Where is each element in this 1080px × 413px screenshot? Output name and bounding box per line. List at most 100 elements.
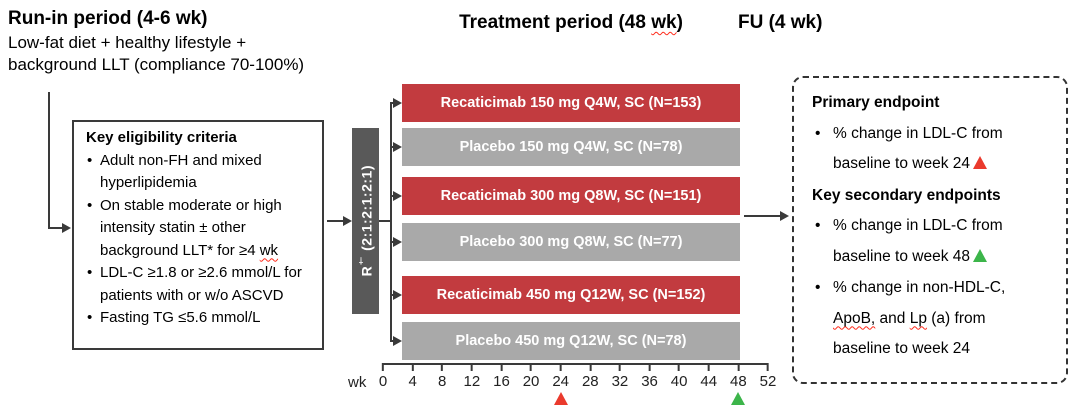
tick-mark [441,363,444,371]
tick-label: 8 [438,373,447,390]
tick-label: 24 [552,373,570,390]
tick-label: 36 [641,373,658,390]
week-axis: wk 0 4 8 12 16 20 24 28 32 36 40 44 48 5… [348,363,776,411]
arm-recaticimab-150-q4w: Recaticimab 150 mg Q4W, SC (N=153) [402,84,740,122]
week-axis-unit: wk [348,374,367,391]
arrow-right-icon [393,191,402,201]
tick-label: 4 [408,373,417,390]
randomization-to-trunk-line [379,220,391,222]
primary-endpoint-text: % change in LDL-C from baseline to week … [833,124,1003,173]
secondary-endpoints-title: Key secondary endpoints [812,186,1001,204]
secondary-endpoint-text: and [875,309,910,327]
week-tick: 8 [438,363,446,390]
tick-mark [707,363,710,371]
eligibility-item-text: Adult non-FH and mixed hyperlipidemia [100,151,262,192]
randomization-ratio: (2:1:2:1:2:1) [358,165,375,256]
primary-endpoint-list: % change in LDL-C from baseline to week … [812,119,1024,181]
eligibility-list: Adult non-FH and mixed hyperlipidemia On… [86,150,304,330]
randomization-label: R† (2:1:2:1:2:1) [356,165,375,276]
tick-label: 32 [611,373,629,390]
tick-label: 40 [670,373,688,390]
week-tick: 0 [379,363,387,390]
week-tick: 44 [700,363,717,390]
week-tick: 4 [408,363,417,390]
arms-to-endpoints-line [744,215,782,217]
randomization-r: R [358,266,375,277]
arm-recaticimab-300-q8w: Recaticimab 300 mg Q8W, SC (N=151) [402,177,740,215]
week-tick: 48 [730,363,747,390]
tick-mark [678,363,681,371]
week-tick: 36 [641,363,658,390]
run-in-description-line1: Low-fat diet + healthy lifestyle + [8,33,247,52]
week-tick: 28 [582,363,599,390]
week-24-red-triangle-icon [553,392,568,405]
eligibility-squiggled-word: wk [259,241,279,259]
arm-placebo-300-q8w: Placebo 300 mg Q8W, SC (N=77) [402,223,740,261]
branch-line [390,195,395,197]
week-tick: 24 [552,363,569,390]
treatment-period-title: Treatment period (48 wk) [402,12,740,34]
branch-line [390,294,395,296]
arm-recaticimab-450-q12w: Recaticimab 450 mg Q12W, SC (N=152) [402,276,740,314]
tick-label: 48 [730,373,747,390]
squiggled-word: ApoB, [833,309,876,327]
eligibility-title: Key eligibility criteria [86,129,237,146]
eligibility-item-text: Fasting TG ≤5.6 mmol/L [100,309,261,326]
tick-mark [648,363,651,371]
tick-label: 12 [463,373,481,390]
arm-placebo-150-q4w: Placebo 150 mg Q4W, SC (N=78) [402,128,740,166]
primary-endpoint-title: Primary endpoint [812,94,940,111]
primary-endpoint-item: % change in LDL-C from baseline to week … [812,119,1024,181]
tick-label: 52 [759,373,777,390]
red-triangle-icon [973,150,988,181]
secondary-endpoint-item: % change in non-HDL-C, ApoB, and Lp (a) … [812,273,1024,365]
follow-up-title: FU (4 wk) [738,12,823,33]
run-in-connector-horizontal-line [48,227,64,229]
arm-placebo-450-q12w: Placebo 450 mg Q12W, SC (N=78) [402,322,740,360]
tick-mark [767,363,769,371]
tick-mark [737,363,740,371]
tick-mark [411,363,414,371]
run-in-description-line2: background LLT (compliance 70-100%) [8,55,305,74]
eligibility-item: Fasting TG ≤5.6 mmol/L [86,307,304,330]
squiggled-word: Lp [909,309,927,327]
eligibility-item: Adult non-FH and mixed hyperlipidemia [86,150,304,195]
run-in-period-title: Run-in period (4-6 wk) [8,8,208,29]
secondary-endpoint-text: (a) from baseline to week 24 [833,309,986,358]
secondary-endpoint-item: % change in LDL-C from baseline to week … [812,211,1024,273]
week-axis-line [383,363,768,365]
arrow-right-icon [343,216,352,226]
branch-line [390,340,395,342]
week-tick: 52 [759,363,777,390]
branch-line [390,146,395,148]
tick-label: 16 [493,373,510,390]
tick-label: 0 [378,373,388,390]
branch-trunk-line [390,102,392,342]
arrow-right-icon [393,142,402,152]
week-tick: 40 [670,363,688,390]
tick-mark [618,363,621,371]
arrow-right-icon [393,98,402,108]
week-48-green-triangle-icon [731,392,746,405]
tick-label: 44 [700,373,718,390]
endpoints-box: Primary endpoint % change in LDL-C from … [792,76,1068,384]
tick-label: 20 [522,373,540,390]
eligibility-item-text: On stable moderate or high intensity sta… [100,196,282,259]
eligibility-item: LDL-C ≥1.8 or ≥2.6 mmol/L for patients w… [86,262,304,307]
randomization-bar: R† (2:1:2:1:2:1) [352,128,379,314]
eligibility-item: On stable moderate or high intensity sta… [86,195,304,263]
eligibility-box: Key eligibility criteria Adult non-FH an… [72,120,324,350]
branch-line [390,102,395,104]
arrow-right-icon [780,211,789,221]
run-in-connector-vertical-line [48,92,50,229]
arrow-right-icon [393,336,402,346]
arrow-right-icon [62,223,71,233]
tick-mark [500,363,503,371]
branch-line [390,241,395,243]
green-triangle-icon [973,243,988,274]
eligibility-to-randomization-line [327,220,345,222]
eligibility-item-text: LDL-C ≥1.8 or ≥2.6 mmol/L for patients w… [100,264,302,304]
tick-mark [382,363,384,371]
week-tick: 12 [463,363,481,390]
